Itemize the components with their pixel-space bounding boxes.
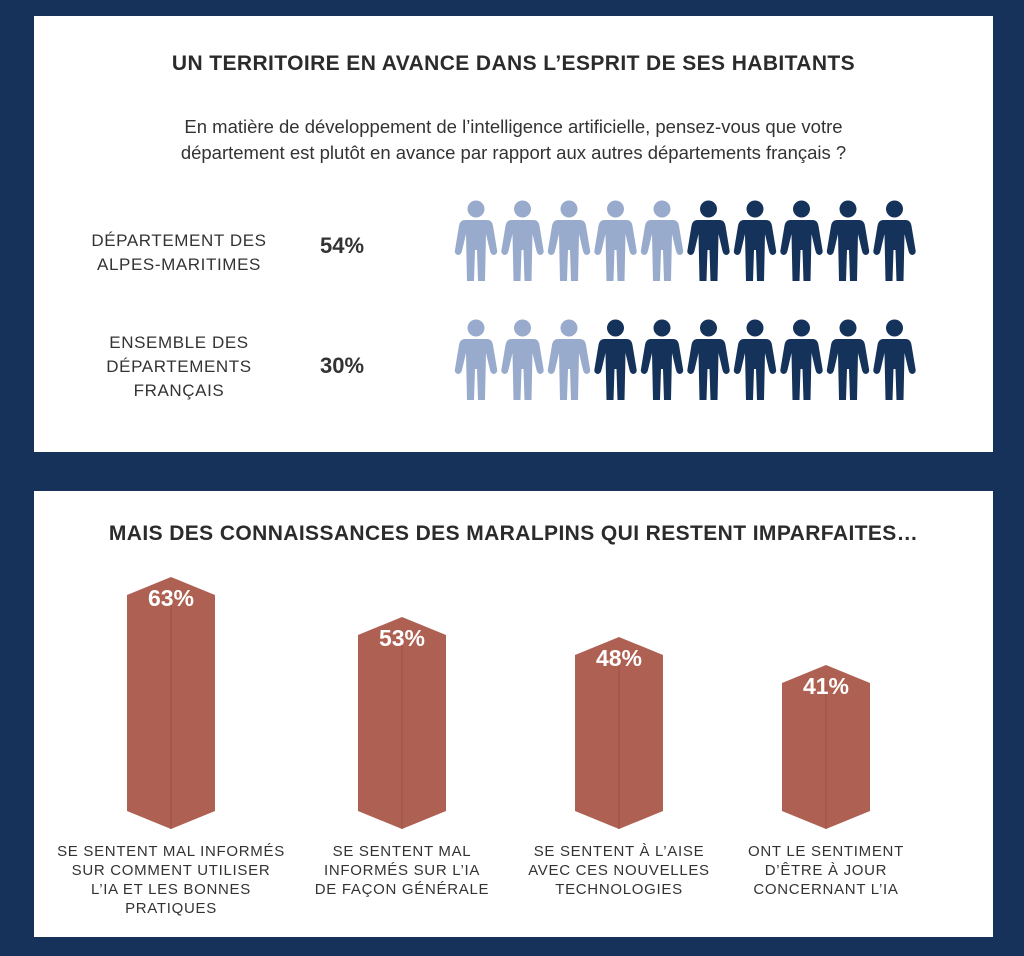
person-icon xyxy=(687,319,730,400)
bar-group: 48% xyxy=(575,637,663,829)
person-icon xyxy=(780,319,823,400)
bar-category-label-line: D’ÊTRE À JOUR xyxy=(764,862,888,879)
bar-category-label-line: DE FAÇON GÉNÉRALE xyxy=(314,881,490,898)
bar-category-label-line: PRATIQUES xyxy=(125,900,217,917)
bar-category-label-line: L’IA ET LES BONNES xyxy=(91,881,251,898)
bar-value-label: 53% xyxy=(379,625,425,651)
row-label-line: DÉPARTEMENTS xyxy=(106,357,252,376)
bar-group: 41% xyxy=(782,665,870,829)
bar-category-label: SE SENTENT MAL INFORMÉS SUR COMMENT UTILI… xyxy=(43,842,299,918)
bar-value-label: 48% xyxy=(596,645,642,671)
bar-group: 53% xyxy=(358,617,446,829)
bar-value-label: 41% xyxy=(803,673,849,699)
survey-question-line: département est plutôt en avance par rap… xyxy=(180,142,847,163)
person-icon xyxy=(640,200,684,281)
bar-category-label-line: INFORMÉS SUR L’IA xyxy=(323,862,481,879)
people-icon-row-france xyxy=(454,319,916,400)
person-icon xyxy=(547,200,591,281)
survey-question: En matière de développement de l’intelli… xyxy=(34,114,993,166)
bar-category-label-line: SE SENTENT MAL INFORMÉS xyxy=(57,843,285,860)
person-icon xyxy=(780,200,823,281)
person-icon xyxy=(501,319,544,400)
person-icon xyxy=(826,200,870,281)
row-label-line: ENSEMBLE DES xyxy=(109,333,249,352)
person-icon xyxy=(733,319,777,400)
person-icon xyxy=(873,319,916,400)
person-icon xyxy=(826,319,870,400)
top-panel-title: UN TERRITOIRE EN AVANCE DANS L’ESPRIT DE… xyxy=(171,52,856,75)
bar-category-label-line: SE SENTENT MAL xyxy=(332,843,472,860)
row-label-line: FRANÇAIS xyxy=(133,381,225,400)
person-icon xyxy=(501,200,544,281)
row-label-line: DÉPARTEMENT DES xyxy=(91,231,267,250)
row-value-alpes-maritimes: 54% xyxy=(320,233,365,258)
bar-category-label-line: SUR COMMENT UTILISER xyxy=(71,862,271,879)
person-icon xyxy=(640,319,684,400)
bar-category-label: ONT LE SENTIMENT D’ÊTRE À JOUR CONCERNANT … xyxy=(698,842,954,899)
bar-category-label-line: ONT LE SENTIMENT xyxy=(748,843,904,860)
row-label-france: ENSEMBLE DES DÉPARTEMENTS FRANÇAIS xyxy=(50,331,308,403)
bar-category-label: SE SENTENT MAL INFORMÉS SUR L’IA DE FAÇON … xyxy=(274,842,530,899)
survey-question-line: En matière de développement de l’intelli… xyxy=(184,116,843,137)
person-icon xyxy=(733,200,777,281)
person-icon xyxy=(594,200,637,281)
bottom-panel-title: MAIS DES CONNAISSANCES DES MARALPINS QUI… xyxy=(108,522,919,545)
person-icon xyxy=(454,319,498,400)
person-icon xyxy=(687,200,730,281)
top-panel: UN TERRITOIRE EN AVANCE DANS L’ESPRIT DE… xyxy=(34,16,993,452)
bottom-panel: MAIS DES CONNAISSANCES DES MARALPINS QUI… xyxy=(34,491,993,937)
people-icon-row-alpes-maritimes xyxy=(454,200,916,281)
person-icon xyxy=(594,319,637,400)
bar-category-label-line: CONCERNANT L’IA xyxy=(753,881,899,898)
bar-category-label-line: AVEC CES NOUVELLES xyxy=(528,862,710,879)
person-icon xyxy=(547,319,591,400)
bar-group: 63% xyxy=(127,577,215,829)
person-icon xyxy=(454,200,498,281)
row-label-line: ALPES-MARITIMES xyxy=(97,255,261,274)
bar-category-label-line: SE SENTENT À L’AISE xyxy=(533,843,705,860)
row-label-alpes-maritimes: DÉPARTEMENT DES ALPES-MARITIMES xyxy=(50,229,308,277)
bar-category-label: SE SENTENT À L’AISE AVEC CES NOUVELLES TEC… xyxy=(491,842,747,899)
bar-chart: 63% 53% 48% 41% xyxy=(127,577,870,829)
row-value-france: 30% xyxy=(320,353,365,378)
bar-value-label: 63% xyxy=(148,585,194,611)
person-icon xyxy=(873,200,916,281)
bar-category-label-line: TECHNOLOGIES xyxy=(555,881,683,898)
